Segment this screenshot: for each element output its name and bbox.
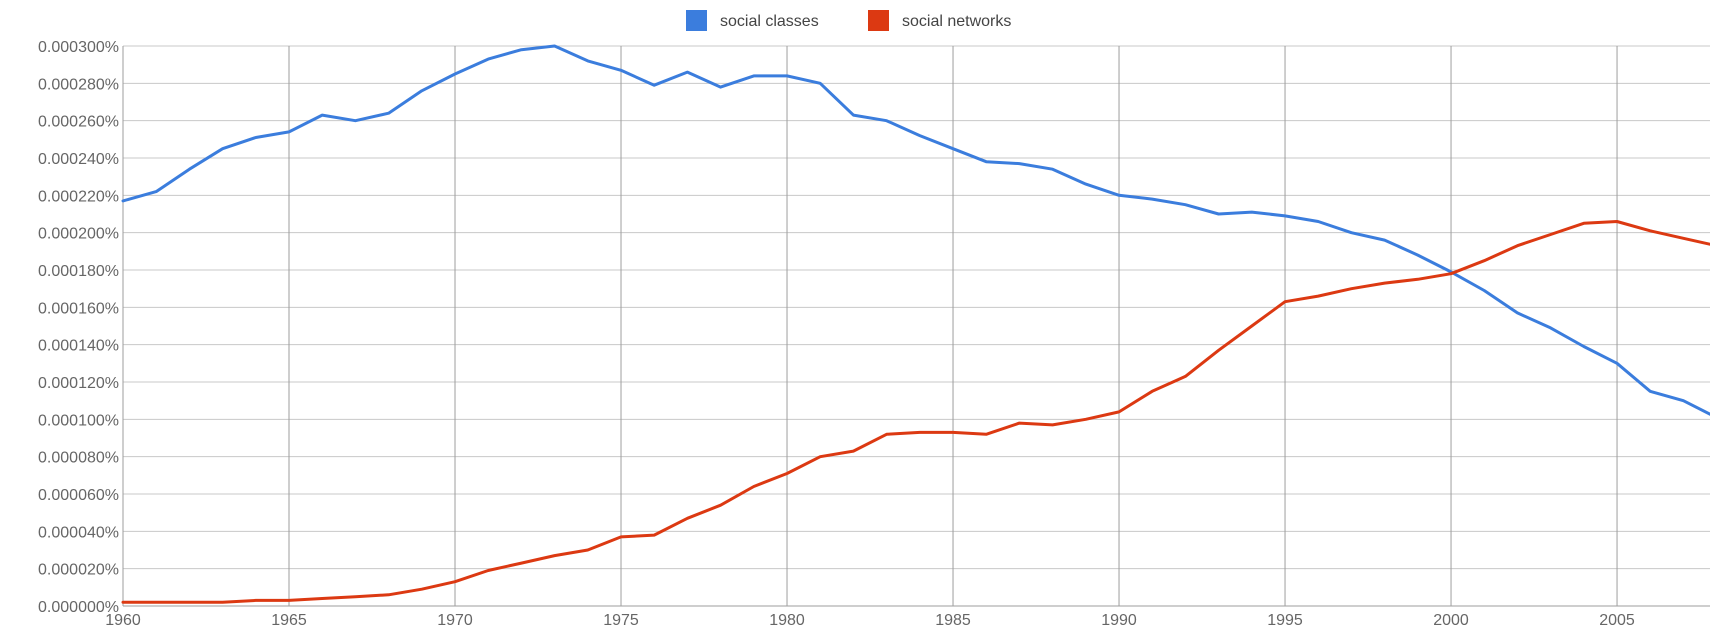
y-tick-label: 0.000120% (38, 375, 119, 392)
legend[interactable]: social classes social networks (686, 10, 1011, 31)
x-tick-label: 1985 (935, 612, 971, 629)
y-tick-label: 0.000200% (38, 226, 119, 243)
x-tick-label: 1960 (105, 612, 141, 629)
y-tick-label: 0.000280% (38, 76, 119, 93)
y-tick-label: 0.000300% (38, 39, 119, 56)
x-tick-label: 1990 (1101, 612, 1137, 629)
y-tick-label: 0.000040% (38, 524, 119, 541)
y-tick-label: 0.000180% (38, 263, 119, 280)
y-tick-label: 0.000020% (38, 562, 119, 579)
y-tick-label: 0.000160% (38, 300, 119, 317)
y-tick-label: 0.000100% (38, 412, 119, 429)
x-tick-label: 1995 (1267, 612, 1303, 629)
y-tick-label: 0.000080% (38, 450, 119, 467)
x-tick-label: 2000 (1433, 612, 1469, 629)
legend-swatch-social-classes[interactable] (686, 10, 707, 31)
legend-label-social-networks[interactable]: social networks (902, 13, 1011, 30)
x-tick-label: 1965 (271, 612, 307, 629)
legend-swatch-social-networks[interactable] (868, 10, 889, 31)
y-axis-tick-labels: 0.000000%0.000020%0.000040%0.000060%0.00… (38, 39, 119, 616)
series-lines (123, 46, 1710, 602)
x-tick-label: 1980 (769, 612, 805, 629)
grid (123, 46, 1710, 606)
y-tick-label: 0.000060% (38, 487, 119, 504)
y-tick-label: 0.000260% (38, 114, 119, 131)
x-axis-tick-labels: 1960 1965 1970 1975 1980 1985 1990 1995 2000 2005 (105, 612, 1635, 629)
y-tick-label: 0.000140% (38, 338, 119, 355)
legend-label-social-classes[interactable]: social classes (720, 13, 819, 30)
x-tick-label: 2005 (1599, 612, 1635, 629)
series-line-social-classes[interactable] (123, 46, 1710, 418)
y-tick-label: 0.000240% (38, 151, 119, 168)
y-tick-label: 0.000220% (38, 188, 119, 205)
x-tick-label: 1975 (603, 612, 639, 629)
x-tick-label: 1970 (437, 612, 473, 629)
series-line-social-networks[interactable] (123, 222, 1710, 603)
